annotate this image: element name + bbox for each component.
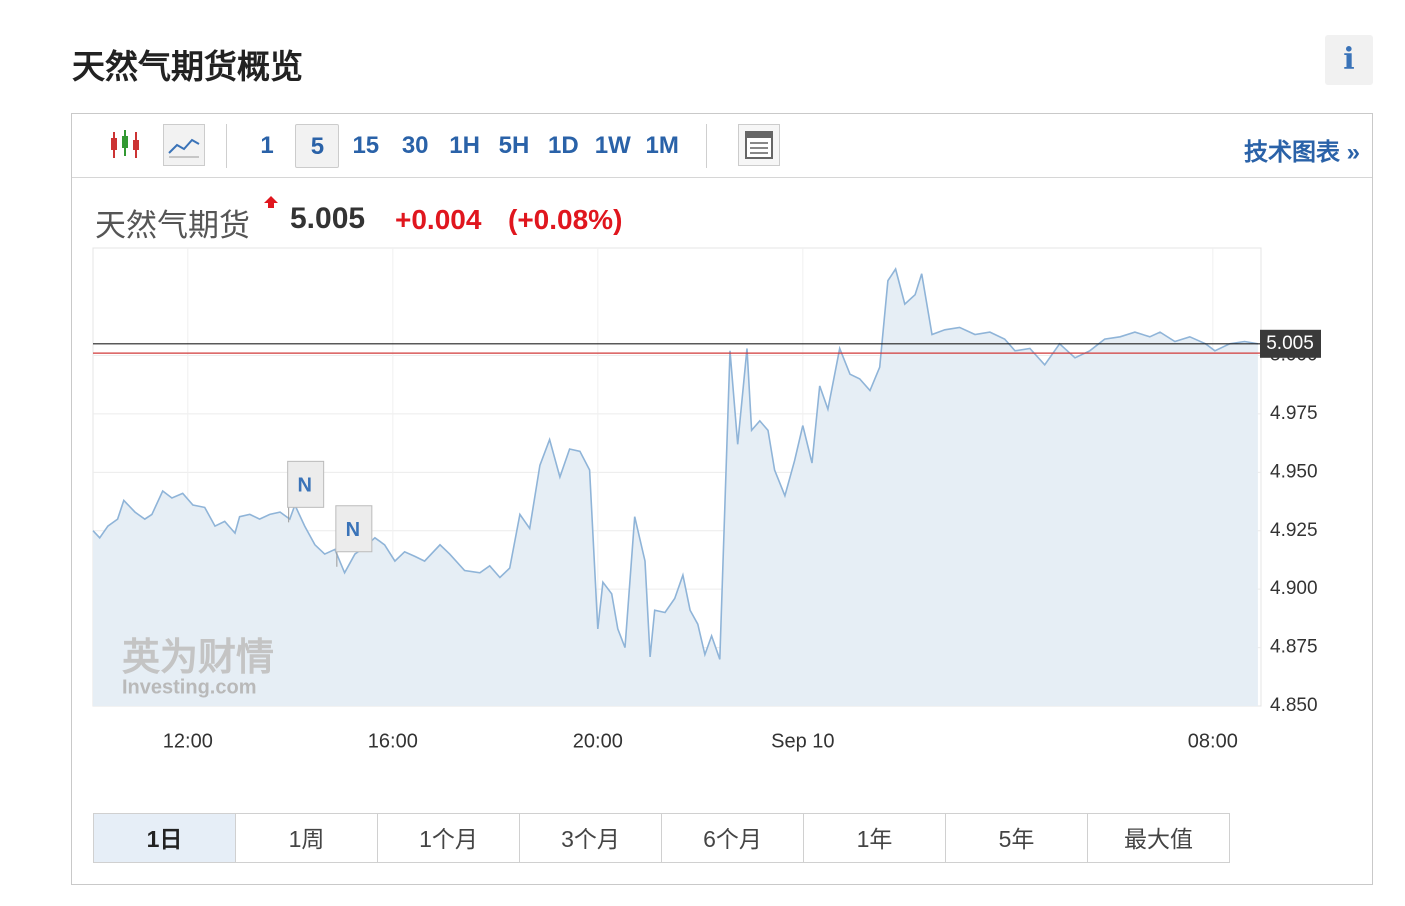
y-tick-label: 4.875 (1270, 637, 1318, 658)
percent-change: (+0.08%) (508, 204, 623, 235)
news-marker-box (335, 505, 373, 553)
news-marker-label: N (297, 475, 311, 497)
price-change: +0.004 (395, 204, 482, 235)
y-tick-label: 4.850 (1270, 695, 1318, 716)
toolbar: 1 5 15 30 1H 5H 1D 1W 1M 技术图表 » (72, 114, 1372, 178)
interval-button[interactable]: 1W (594, 132, 631, 159)
page-title: 天然气期货概览 (72, 48, 303, 85)
last-price-tag-label: 5.005 (1266, 333, 1314, 354)
interval-button[interactable]: 1M (645, 132, 679, 159)
watermark: Investing.com (122, 676, 256, 698)
chart-box (71, 113, 1373, 885)
interval-button[interactable]: 1D (548, 132, 579, 159)
news-marker[interactable]: N (335, 505, 373, 567)
interval-button[interactable]: 5 (295, 124, 340, 168)
news-marker[interactable]: N (287, 460, 325, 523)
separator (226, 124, 227, 168)
x-tick-label: 16:00 (368, 730, 418, 752)
x-tick-label: 12:00 (163, 730, 213, 752)
x-tick-label: 20:00 (573, 730, 623, 752)
interval-button[interactable]: 30 (401, 132, 429, 159)
range-tab[interactable]: 5年 (946, 814, 1088, 862)
range-tab[interactable]: 1周 (236, 814, 378, 862)
candlestick-icon[interactable] (108, 128, 144, 162)
last-price: 5.005 (290, 202, 366, 235)
table-icon[interactable] (738, 124, 780, 166)
range-tab[interactable]: 最大值 (1124, 826, 1193, 852)
y-tick-label: 4.900 (1270, 578, 1318, 599)
range-tab[interactable]: 1年 (804, 814, 946, 862)
y-tick-label: 4.950 (1270, 461, 1318, 482)
line-icon[interactable] (163, 124, 205, 166)
price-line (92, 267, 1259, 660)
range-tab[interactable]: 6个月 (662, 814, 804, 862)
instrument-name: 天然气期货 (95, 208, 250, 243)
y-tick-label: 4.925 (1270, 520, 1318, 541)
last-price-tag (1260, 329, 1321, 358)
line-icon-graphic (168, 138, 200, 158)
interval-button[interactable]: 15 (352, 132, 380, 159)
area (93, 269, 1258, 706)
table-icon-graphic (745, 131, 773, 159)
technical-chart-link[interactable]: 技术图表 » (1243, 139, 1360, 166)
info-button[interactable]: i (1325, 35, 1373, 85)
range-tab[interactable]: 1个月 (378, 814, 520, 862)
x-tick-label: 08:00 (1188, 730, 1238, 752)
interval-button[interactable]: 1H (449, 132, 480, 159)
x-tick-label: Sep 10 (771, 730, 834, 752)
news-marker-label: N (346, 519, 360, 541)
range-tab[interactable]: 3个月 (520, 814, 662, 862)
range-tab[interactable]: 1日 (94, 814, 236, 862)
interval-button[interactable]: 1 (260, 132, 274, 159)
interval-button[interactable]: 5H (498, 132, 530, 159)
y-tick-label: 4.975 (1270, 403, 1318, 424)
range-tabs: 1日 1周 1个月 3个月 6个月 1年 5年 最大值 (93, 813, 1230, 863)
watermark: 英为财情 (122, 637, 274, 679)
news-marker-box (287, 460, 325, 508)
up-arrow (264, 196, 278, 208)
separator (706, 124, 707, 168)
